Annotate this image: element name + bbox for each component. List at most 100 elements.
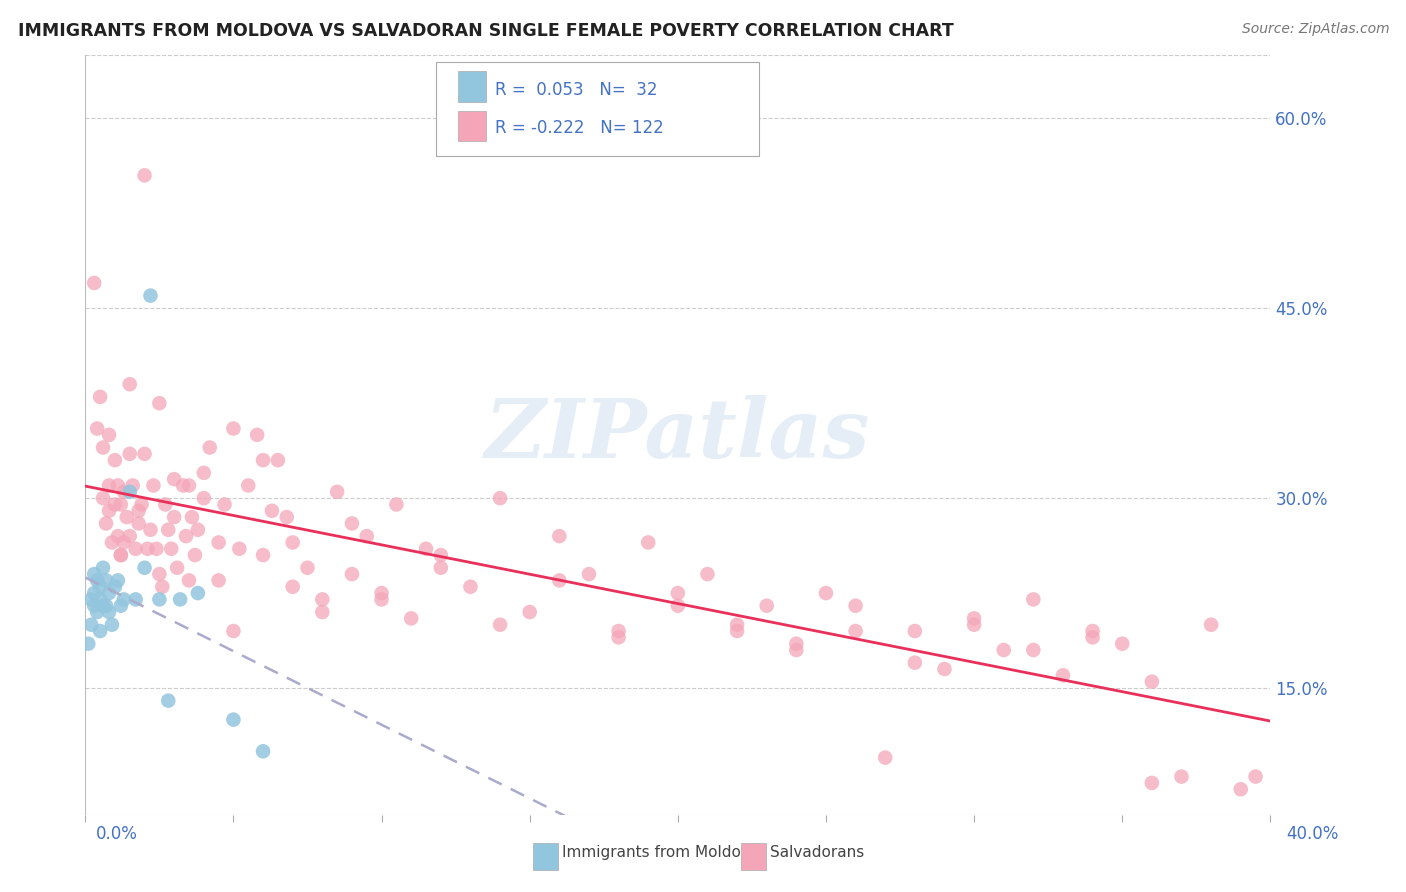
Point [460, 580, 482, 594]
Point [1081, 624, 1104, 638]
Point [187, 523, 209, 537]
Point [110, 548, 132, 562]
Point [121, 478, 143, 492]
Point [98, 504, 121, 518]
Point [637, 535, 659, 549]
Point [94, 516, 117, 531]
Point [118, 377, 141, 392]
Point [370, 592, 392, 607]
Point [267, 453, 290, 467]
Point [246, 427, 269, 442]
Point [134, 169, 156, 183]
Point [607, 631, 630, 645]
Point [222, 421, 245, 435]
Point [107, 529, 129, 543]
Point [519, 605, 541, 619]
Point [252, 453, 274, 467]
Point [696, 567, 718, 582]
Point [326, 484, 349, 499]
Point [184, 548, 207, 562]
Point [1170, 770, 1192, 784]
Point [94, 599, 117, 613]
Point [177, 478, 200, 492]
Point [83, 276, 105, 290]
Point [98, 478, 121, 492]
Point [993, 643, 1015, 657]
Point [139, 523, 162, 537]
Point [98, 605, 121, 619]
Point [172, 478, 194, 492]
Point [118, 484, 141, 499]
Point [228, 541, 250, 556]
Point [104, 453, 127, 467]
Point [128, 504, 150, 518]
Point [83, 586, 105, 600]
Point [1052, 668, 1074, 682]
Point [399, 611, 422, 625]
Point [128, 516, 150, 531]
Point [548, 529, 571, 543]
Point [112, 484, 135, 499]
Point [91, 560, 114, 574]
Point [1244, 770, 1267, 784]
Point [207, 535, 229, 549]
Point [83, 567, 105, 582]
Point [725, 624, 748, 638]
Point [150, 580, 173, 594]
Point [934, 662, 956, 676]
Point [222, 624, 245, 638]
Point [198, 441, 221, 455]
Point [666, 586, 689, 600]
Point [118, 529, 141, 543]
Point [1022, 643, 1045, 657]
Point [124, 541, 146, 556]
Point [104, 498, 127, 512]
Point [297, 560, 319, 574]
Point [134, 447, 156, 461]
Point [281, 535, 304, 549]
Point [174, 529, 197, 543]
Point [340, 516, 363, 531]
Point [193, 491, 215, 505]
Text: 40.0%: 40.0% [1286, 825, 1339, 843]
Point [124, 592, 146, 607]
Point [578, 567, 600, 582]
Point [755, 599, 778, 613]
Point [86, 421, 108, 435]
Point [238, 478, 260, 492]
Point [91, 599, 114, 613]
Point [385, 498, 408, 512]
Point [187, 586, 209, 600]
Point [112, 535, 135, 549]
Text: Immigrants from Moldova: Immigrants from Moldova [562, 846, 759, 860]
Point [110, 498, 132, 512]
Point [1140, 674, 1163, 689]
Text: R =  0.053   N=  32: R = 0.053 N= 32 [495, 81, 658, 99]
Point [98, 586, 121, 600]
Point [142, 478, 165, 492]
Point [222, 713, 245, 727]
Point [415, 541, 437, 556]
Point [1199, 617, 1222, 632]
Point [110, 548, 132, 562]
Point [91, 491, 114, 505]
Point [101, 617, 124, 632]
Point [166, 560, 188, 574]
Point [548, 574, 571, 588]
Point [89, 390, 111, 404]
Point [207, 574, 229, 588]
Point [169, 592, 191, 607]
Point [875, 750, 897, 764]
Point [148, 396, 170, 410]
Point [311, 592, 333, 607]
Point [489, 617, 512, 632]
Point [112, 592, 135, 607]
Point [104, 580, 127, 594]
Point [160, 541, 183, 556]
Point [80, 617, 103, 632]
Point [252, 744, 274, 758]
Point [83, 599, 105, 613]
Point [814, 586, 837, 600]
Point [115, 510, 138, 524]
Point [118, 447, 141, 461]
